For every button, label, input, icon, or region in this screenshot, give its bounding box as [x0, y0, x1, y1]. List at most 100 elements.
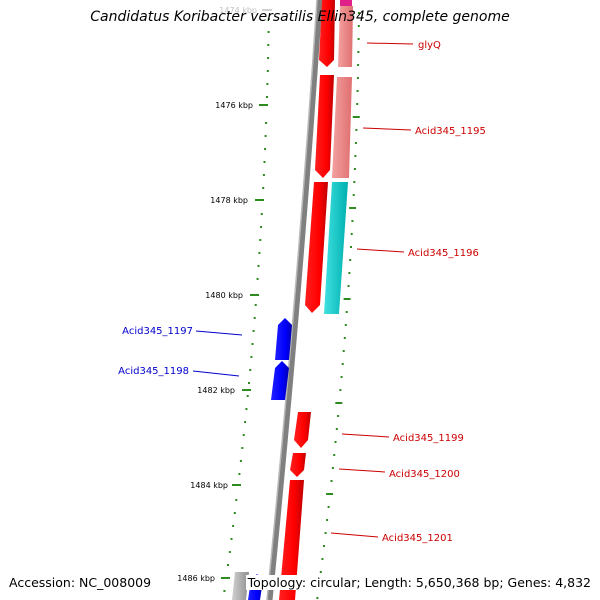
gc-dot	[337, 415, 340, 417]
gc-dot	[355, 129, 358, 131]
gc-dot	[352, 116, 360, 118]
gc-dot	[343, 298, 351, 300]
gc-dot	[264, 135, 267, 137]
gc-dot	[248, 382, 250, 384]
genome-backbone	[266, 0, 323, 600]
gene-arrow-Acid345_1196[interactable]	[305, 182, 328, 313]
gene-label-Acid345_1200[interactable]: Acid345_1200	[389, 469, 460, 480]
gc-dot	[252, 330, 255, 332]
gc-dot	[230, 538, 233, 540]
gc-dot	[316, 597, 319, 599]
gene-arrow-Acid345_1195[interactable]	[315, 75, 334, 178]
ruler-tick-label: 1474 kbp	[219, 6, 257, 15]
gene-labels: glyQ Acid345_1195 Acid345_1196 Acid345_1…	[118, 40, 486, 544]
gene-arrow-Acid345_1197[interactable]	[275, 318, 292, 360]
gc-dot	[258, 252, 261, 254]
gc-dot	[354, 155, 357, 157]
gene-arrow-Acid345_1199[interactable]	[294, 412, 311, 448]
gene-label-Acid345_1196[interactable]: Acid345_1196	[408, 248, 479, 259]
gc-dot	[331, 467, 334, 469]
gene-arrow-Acid345_1200[interactable]	[290, 453, 306, 477]
gc-dot	[323, 545, 325, 547]
gc-dot	[246, 395, 249, 397]
gc-dot	[340, 376, 343, 378]
ruler-tick-label: 1482 kbp	[197, 386, 235, 395]
gc-dot	[319, 571, 322, 573]
gc-dot	[326, 493, 334, 495]
gene-arrow-glyQ[interactable]	[319, 0, 335, 67]
gc-dot	[267, 57, 270, 59]
magenta-feature	[340, 0, 352, 6]
gene-label-glyQ[interactable]: glyQ	[418, 40, 441, 51]
accession-text: Accession: NC_008009	[9, 575, 154, 590]
leader-line	[338, 468, 386, 473]
gc-dot	[324, 532, 327, 534]
gc-dot	[351, 220, 354, 222]
gc-dot	[233, 512, 236, 514]
gc-dot	[260, 226, 263, 228]
gc-dot	[335, 428, 338, 430]
gc-dot	[326, 519, 329, 521]
forward-genes	[279, 0, 335, 600]
gc-dot	[260, 213, 263, 215]
gc-dot	[266, 96, 268, 98]
leader-line	[366, 42, 414, 45]
gc-dot	[259, 239, 262, 241]
gc-dot	[357, 25, 360, 27]
pink-feature-track	[332, 77, 352, 178]
gc-dot	[249, 369, 252, 371]
ruler-tick-label: 1478 kbp	[210, 196, 248, 205]
gc-dot	[257, 265, 260, 267]
leader-line	[362, 127, 412, 131]
ruler: 1474 kbp 1476 kbp 1478 kbp 1480 kbp 1482…	[177, 6, 272, 583]
gc-dot	[345, 311, 348, 313]
gc-dot	[235, 499, 238, 501]
gc-dot	[343, 337, 346, 339]
gc-dot	[239, 460, 242, 462]
gc-dot	[357, 64, 360, 66]
leader-line	[192, 370, 240, 377]
ruler-tick-label: 1480 kbp	[205, 291, 243, 300]
gc-dot	[347, 285, 350, 287]
gc-dot	[353, 168, 356, 170]
gc-dot	[228, 551, 231, 553]
gc-dot-track	[223, 12, 360, 599]
topology-text: Topology: circular; Length: 5,650,368 bp…	[245, 575, 591, 590]
gc-dot	[250, 356, 253, 358]
gc-dot	[244, 421, 247, 423]
gc-dot	[262, 187, 265, 189]
gene-arrow-Acid345_1201[interactable]	[279, 480, 304, 600]
leader-line	[330, 532, 379, 538]
gc-dot	[354, 142, 357, 144]
gc-dot	[349, 207, 357, 209]
gc-dot	[251, 343, 254, 345]
cyan-feature-track	[324, 182, 348, 314]
gene-label-Acid345_1201[interactable]: Acid345_1201	[382, 533, 453, 544]
gc-dot	[356, 77, 359, 79]
gene-label-Acid345_1195[interactable]: Acid345_1195	[415, 126, 486, 137]
gc-dot	[245, 408, 248, 410]
gc-dot	[321, 558, 324, 560]
leader-line	[195, 330, 243, 336]
gc-dot	[356, 90, 359, 92]
gene-arrow-Acid345_1198[interactable]	[271, 361, 289, 400]
gc-dot	[267, 18, 270, 20]
gene-label-Acid345_1198[interactable]: Acid345_1198	[118, 366, 189, 377]
gc-dot	[348, 272, 351, 274]
gene-leader-lines	[192, 42, 414, 538]
gene-label-Acid345_1197[interactable]: Acid345_1197	[122, 326, 193, 337]
gc-dot	[267, 31, 270, 33]
gc-dot	[350, 246, 352, 248]
leader-line	[356, 248, 405, 253]
gc-dot	[253, 317, 256, 319]
gc-dot	[339, 389, 342, 391]
gc-dot	[335, 402, 343, 404]
gene-label-Acid345_1199[interactable]: Acid345_1199	[393, 433, 464, 444]
gc-dot	[267, 44, 270, 46]
gc-dot	[356, 103, 359, 105]
gc-dot	[357, 12, 360, 14]
gc-dot	[341, 363, 344, 365]
gc-dot	[334, 441, 337, 443]
gc-dot	[266, 70, 269, 72]
